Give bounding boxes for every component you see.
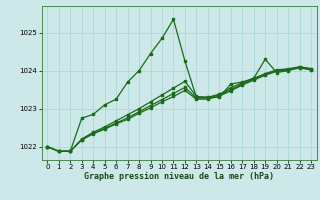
X-axis label: Graphe pression niveau de la mer (hPa): Graphe pression niveau de la mer (hPa) (84, 172, 274, 181)
